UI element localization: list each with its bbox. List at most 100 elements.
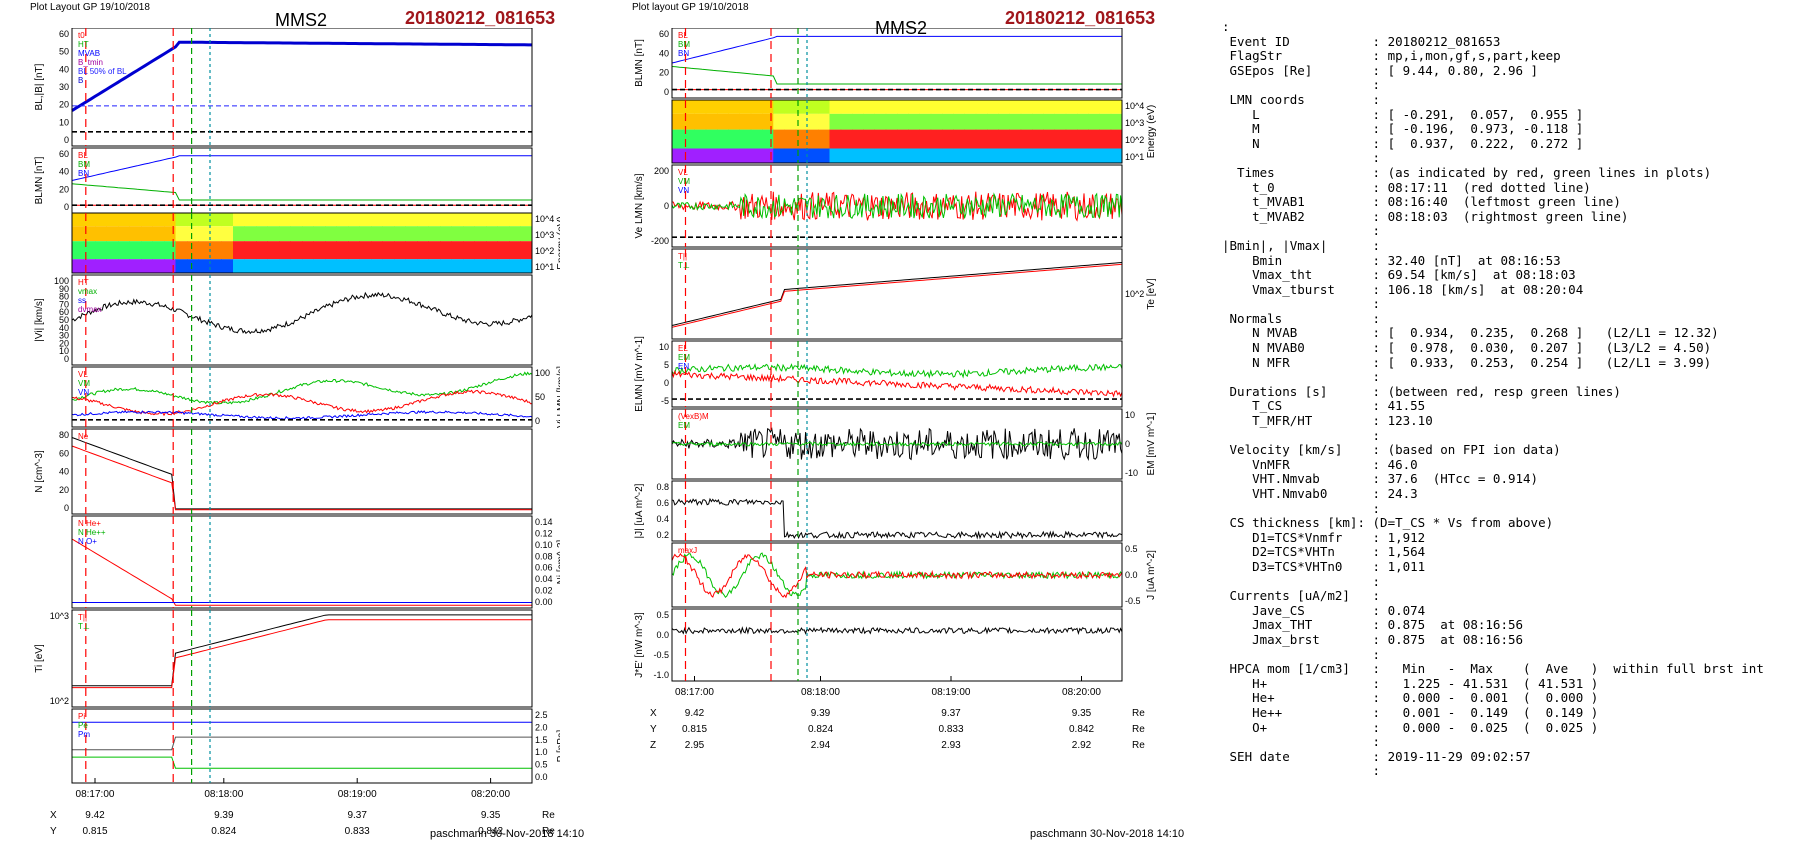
tick-label: 2.0 — [535, 722, 548, 732]
info-line: Currents [uA/m2] : — [1222, 588, 1381, 604]
coord-value: 0.833 — [345, 826, 370, 837]
panel-2: 10^1 10^2 10^3 10^4 Energy (eV) — [671, 99, 1157, 164]
panel-frame — [671, 99, 1123, 164]
series-line — [72, 736, 532, 751]
coord-value: 9.35 — [481, 810, 501, 821]
panel-frame — [71, 366, 533, 428]
coord-label: Y — [650, 724, 657, 735]
left-footer: paschmann 30-Nov-2018 14:10 — [430, 828, 585, 840]
time-tick-label: 08:20:00 — [471, 789, 510, 800]
tick-label: 10^3 — [535, 230, 554, 240]
info-line: Vmax_tht : 69.54 [km/s] at 08:18:03 — [1222, 267, 1576, 283]
legend-entry: VL — [78, 370, 88, 379]
coord-value: 2.95 — [685, 740, 705, 751]
series-line — [671, 369, 1123, 398]
tick-label: 0.04 — [535, 574, 553, 584]
tick-label: 0.8 — [656, 482, 669, 492]
coord-value: 0.815 — [682, 724, 707, 735]
coord-value: 0.815 — [82, 826, 107, 837]
y-axis-label: BLMN [nT] — [34, 156, 45, 204]
y-axis-label: BLMN [nT] — [634, 39, 645, 87]
tick-label: 1.5 — [535, 735, 548, 745]
info-line: Normals : — [1222, 310, 1381, 326]
legend-entry: Pm — [78, 730, 90, 739]
legend-entry: BL 50% of BL — [78, 67, 127, 76]
panel-frame — [671, 340, 1123, 408]
legend-entry: B_tmin — [78, 58, 103, 67]
y-axis-label: EM [mV m^-1] — [1146, 412, 1157, 475]
tick-label: 0.6 — [656, 498, 669, 508]
series-line — [71, 437, 532, 510]
tick-label: 10 — [659, 342, 669, 352]
legend-entry: Ne — [78, 432, 89, 441]
panel-frame — [71, 147, 533, 214]
panel-frame — [671, 164, 1123, 248]
coord-value: 0.842 — [1069, 724, 1094, 735]
info-line: : — [1222, 427, 1381, 443]
y-axis-label: Vi LMN [km/s] — [556, 366, 560, 428]
tick-label: 40 — [659, 48, 669, 58]
coord-value: 9.42 — [85, 810, 105, 821]
tick-label: 0 — [64, 202, 69, 212]
info-line: M : [ -0.196, 0.973, -0.118 ] — [1222, 121, 1584, 137]
info-line: : — [1222, 19, 1230, 34]
series-line — [671, 66, 1122, 85]
legend-entry: BM — [78, 160, 90, 169]
info-line: N MFR : [ 0.933, 0.253, 0.254 ] (L2/L1 =… — [1222, 354, 1712, 370]
info-line: : — [1222, 763, 1381, 779]
tick-label: 60 — [59, 29, 69, 39]
legend-entry: VN — [78, 388, 89, 397]
series-line — [71, 371, 533, 405]
tick-label: 2.5 — [535, 710, 548, 720]
legend-entry: t0 — [78, 31, 85, 40]
tick-label: 40 — [59, 323, 69, 333]
legend-entry: EM — [678, 353, 690, 362]
tick-label: 100 — [535, 368, 550, 378]
tick-label: 20 — [59, 338, 69, 348]
coord-value: 9.37 — [347, 810, 367, 821]
time-tick-label: 08:17:00 — [675, 687, 714, 698]
legend-entry: HT — [78, 40, 89, 49]
legend-entry: HT — [78, 278, 89, 287]
y-axis-label: Ve LMN [km/s] — [634, 173, 645, 238]
info-line: SEH date : 2019-11-29 09:02:57 — [1222, 748, 1531, 764]
tick-label: 80 — [59, 430, 69, 440]
info-line: L : [ -0.291, 0.057, 0.955 ] — [1222, 106, 1584, 122]
coord-value: 0.833 — [938, 724, 963, 735]
coord-value: 9.42 — [685, 708, 705, 719]
tick-label: 0 — [664, 378, 669, 388]
series-line — [671, 262, 1123, 326]
y-axis-label: N [cm^-3] — [34, 450, 45, 493]
tick-label: 20 — [659, 68, 669, 78]
info-line: : — [1222, 573, 1381, 589]
legend-entry: BL — [678, 31, 688, 40]
right-footer: paschmann 30-Nov-2018 14:10 — [1030, 828, 1185, 840]
legend-entry: Pi — [78, 712, 85, 721]
tick-label: 10^4 — [1125, 101, 1144, 111]
tick-label: 50 — [535, 392, 545, 402]
series-line — [671, 552, 1123, 599]
legend-entry: BN — [78, 169, 89, 178]
tick-label: 0 — [1125, 439, 1130, 449]
tick-label: 0.0 — [1125, 570, 1138, 580]
info-line: : — [1222, 500, 1381, 516]
series-line — [72, 619, 532, 689]
legend-entry: EN — [678, 362, 689, 371]
tick-label: 0.0 — [535, 772, 548, 782]
panel-6: -10 0 10 EM [mV m^-1] (VexB)MEM — [671, 408, 1157, 480]
y-axis-label: Ti [eV] — [34, 644, 45, 673]
info-line: D2=TCS*VHTn : 1,564 — [1222, 544, 1426, 560]
left-title: MMS2 — [275, 10, 328, 30]
tick-label: 10^2 — [1125, 289, 1144, 299]
legend-entry: (VexB)M — [678, 412, 709, 421]
info-line: : — [1222, 734, 1381, 750]
panel-frame — [71, 212, 533, 274]
series-line — [72, 614, 532, 687]
tick-label: -5 — [661, 396, 669, 406]
time-tick-label: 08:19:00 — [932, 687, 971, 698]
y-axis-label: P [nPa] — [556, 729, 560, 762]
info-line: T_CS : 41.55 — [1222, 398, 1426, 414]
